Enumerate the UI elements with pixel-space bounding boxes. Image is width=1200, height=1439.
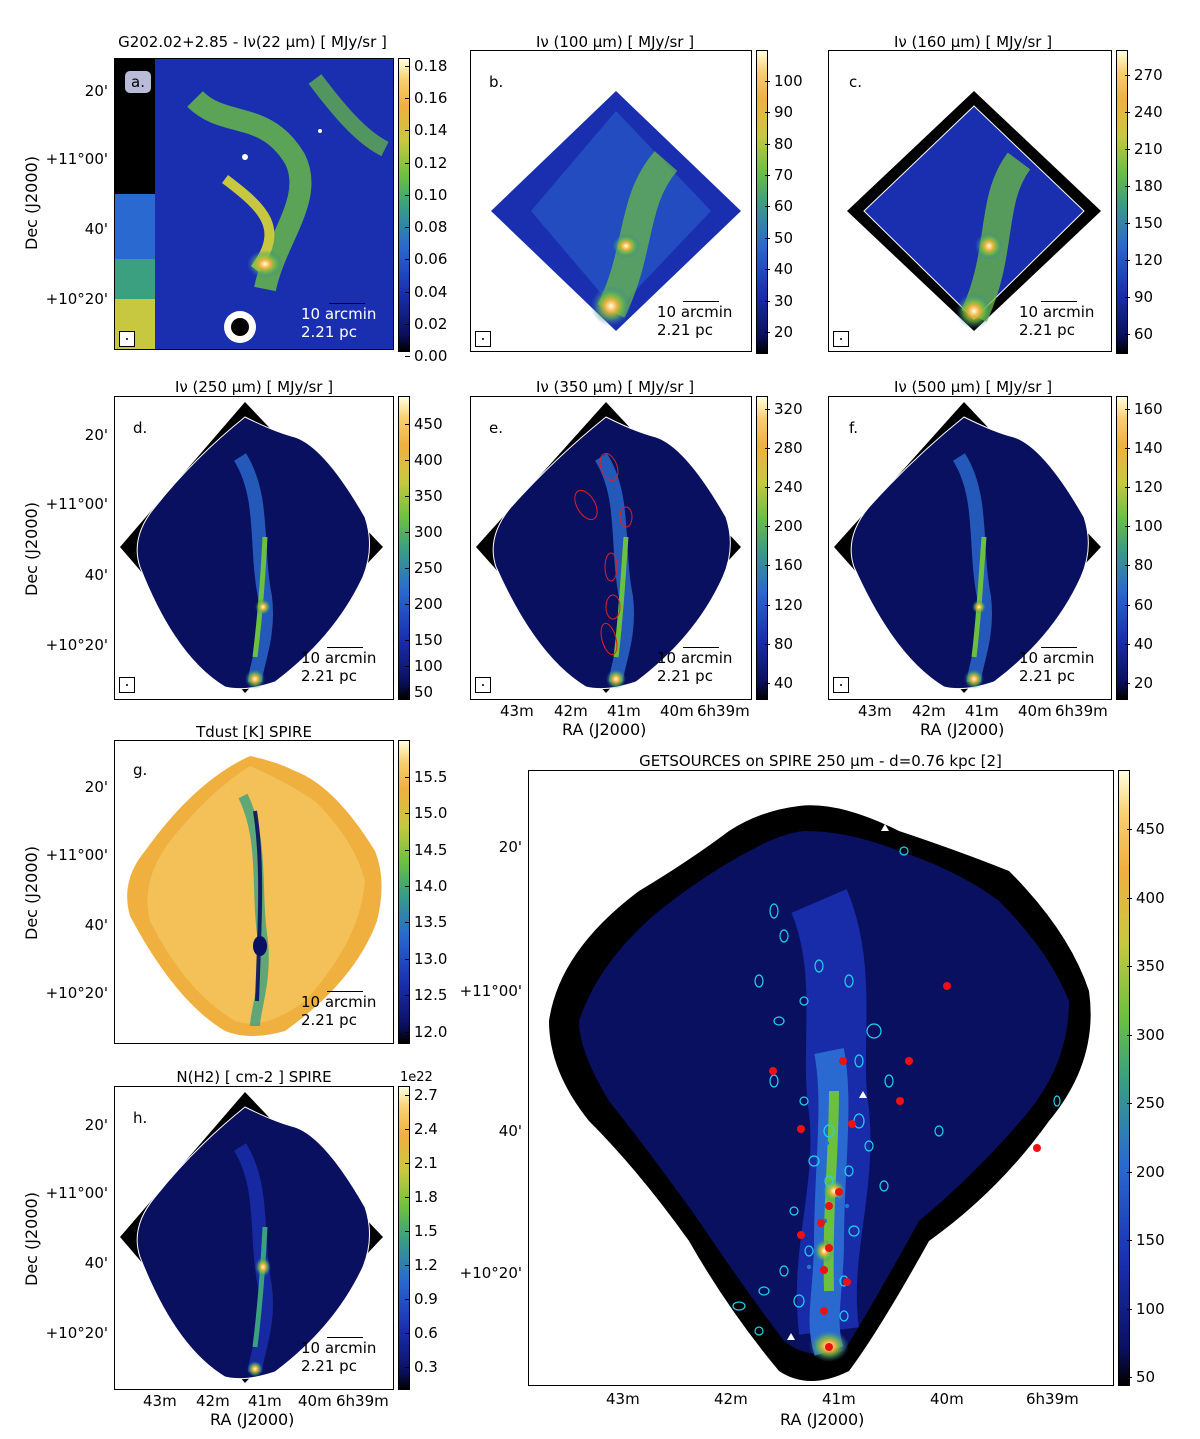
- scale-label: 10 arcmin 2.21 pc: [301, 993, 377, 1029]
- y-axis-label: Dec (J2000): [22, 846, 41, 940]
- map-350um: [476, 402, 741, 693]
- scale-label: 10 arcmin 2.21 pc: [1019, 303, 1095, 339]
- panel-g: Tdust [K] SPIRE g. 10 arcmin 2.21 pc 15.5…: [0, 720, 447, 1060]
- panel-label: e.: [489, 419, 503, 437]
- scale-bar: [327, 647, 363, 648]
- image-frame: c. 10 arcmin 2.21 pc: [828, 50, 1112, 352]
- scale-bar: [327, 991, 363, 992]
- map-100um: [491, 91, 741, 331]
- scale-bar: [683, 301, 719, 302]
- image-frame: h. 10 arcmin 2.21 pc: [114, 1086, 394, 1390]
- beam-marker: [833, 677, 849, 693]
- scale-bar: [1041, 301, 1077, 302]
- panel-b: Iν (100 μm) [ MJy/sr ] b. 10 arcmin 2.21 …: [470, 0, 810, 370]
- image-frame: a. 10 arcmin 2.21 pc: [114, 58, 394, 350]
- scale-bar: [1021, 1327, 1095, 1328]
- panel-label: h.: [133, 1109, 148, 1127]
- x-axis-label: RA (J2000): [210, 1410, 295, 1429]
- map-160um: [847, 91, 1101, 331]
- y-axis-label: Dec (J2000): [22, 502, 41, 596]
- scale-bar: [683, 647, 719, 648]
- panel-e: Iν (350 μm) [ MJy/sr ] e. 10 arcmin 2.21 …: [470, 370, 810, 740]
- image-frame: f. 10 arcmin 2.21 pc: [828, 396, 1112, 700]
- panel-label: f.: [849, 419, 858, 437]
- panel-title: Iν (100 μm) [ MJy/sr ]: [535, 33, 695, 51]
- image-frame: g. 10 arcmin 2.21 pc: [114, 740, 394, 1044]
- y-axis-label: Dec (J2000): [22, 1192, 41, 1286]
- colorbar: [398, 740, 410, 1044]
- map-250um: [120, 402, 383, 693]
- y-axis-label: Dec (J2000): [22, 156, 41, 250]
- beam-marker: [475, 331, 491, 347]
- colorbar: [398, 58, 410, 352]
- panel-label: d.: [133, 419, 148, 437]
- scale-bar: [329, 303, 365, 304]
- colorbar: [398, 396, 410, 700]
- panel-c: Iν (160 μm) [ MJy/sr ] c. 10 arcmin 2.21 …: [828, 0, 1200, 370]
- colorbar: [1116, 396, 1128, 700]
- image-frame: i. 10 arcmin 2.21 pc: [528, 770, 1114, 1386]
- scale-label: 10 arcmin 2.21 pc: [657, 649, 733, 685]
- scale-label: 10 arcmin 2.21 pc: [301, 649, 377, 685]
- panel-title: Tdust [K] SPIRE: [196, 723, 312, 741]
- colorbar: [1116, 50, 1128, 354]
- x-axis-label: RA (J2000): [780, 1410, 865, 1429]
- scale-label: 10 arcmin 2.21 pc: [301, 1339, 377, 1375]
- panel-title: Iν (500 μm) [ MJy/sr ]: [893, 378, 1053, 396]
- map-500um: [834, 402, 1101, 693]
- colorbar: [756, 396, 768, 700]
- panel-title: GETSOURCES on SPIRE 250 μm - d=0.76 kpc …: [639, 752, 1002, 770]
- beam-marker: [119, 331, 135, 347]
- image-frame: b. 10 arcmin 2.21 pc: [470, 50, 752, 352]
- panel-title: Iν (160 μm) [ MJy/sr ]: [893, 33, 1053, 51]
- map-tdust: [127, 756, 382, 1036]
- scale-bar: [1041, 647, 1077, 648]
- map-column-density: [120, 1092, 383, 1383]
- panel-label: c.: [849, 73, 863, 91]
- panel-title: G202.02+2.85 - Iν(22 μm) [ MJy/sr ]: [118, 33, 387, 51]
- beam-marker: [119, 677, 135, 693]
- panel-a: G202.02+2.85 - Iν(22 μm) [ MJy/sr ] a. 1…: [22, 33, 448, 365]
- panel-title: N(H2) [ cm-2 ] SPIRE: [176, 1068, 332, 1086]
- colorbar: [398, 1086, 410, 1390]
- panel-f: Iν (500 μm) [ MJy/sr ] f. 10 arcmin 2.21 …: [828, 370, 1200, 740]
- scale-bar: [327, 1337, 363, 1338]
- x-axis-label: RA (J2000): [920, 720, 1005, 739]
- panel-d: Iν (250 μm) [ MJy/sr ] d. 10 arcmin 2.21 …: [22, 378, 443, 701]
- panel-label: i.: [583, 833, 592, 851]
- colorbar: [1118, 770, 1130, 1386]
- panel-h: N(H2) [ cm-2 ] SPIRE 1e22 h. 10 arcmin 2.…: [22, 1068, 438, 1429]
- panel-i: GETSOURCES on SPIRE 250 μm - d=0.76 kpc …: [459, 752, 1165, 1429]
- beam-marker: [833, 331, 849, 347]
- beam-marker: [475, 677, 491, 693]
- colorbar-exponent: 1e22: [400, 1070, 433, 1085]
- scale-label: 10 arcmin 2.21 pc: [1019, 649, 1095, 685]
- map-getsources-250um: [529, 771, 1113, 1385]
- panel-title: Iν (350 μm) [ MJy/sr ]: [535, 378, 695, 396]
- x-axis-label: RA (J2000): [562, 720, 647, 739]
- image-frame: d. 10 arcmin 2.21 pc: [114, 396, 394, 700]
- image-frame: e. 10 arcmin 2.21 pc: [470, 396, 752, 700]
- scale-label: 10 arcmin 2.21 pc: [301, 305, 377, 341]
- panel-label: b.: [489, 73, 504, 91]
- panel-label: g.: [133, 761, 148, 779]
- scale-label: 10 arcmin 2.21 pc: [1019, 1331, 1095, 1367]
- panel-label: a.: [125, 71, 151, 93]
- colorbar: [756, 50, 768, 354]
- panel-title: Iν (250 μm) [ MJy/sr ]: [174, 378, 334, 396]
- scale-label: 10 arcmin 2.21 pc: [657, 303, 733, 339]
